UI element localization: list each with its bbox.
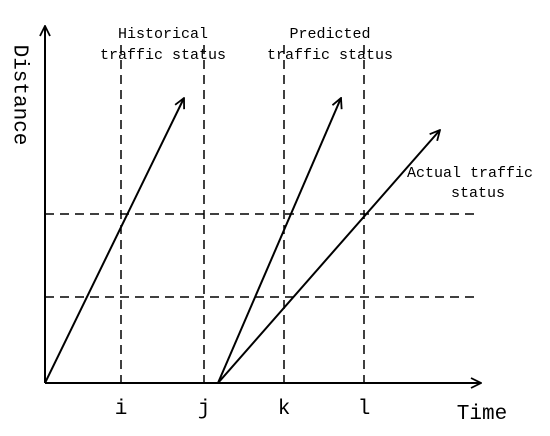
historical-arrow [44,98,184,384]
x-tick-label: l [358,398,371,421]
annotation: traffic status [267,47,393,64]
guides [45,45,475,383]
annotation: Predicted [289,26,370,43]
x-axis-label: Time [457,403,507,426]
actual-arrow [217,130,440,384]
annotation: Historical [118,26,208,43]
x-tick-label: i [115,398,128,421]
x-tick-label: j [198,398,211,421]
annotation: Actual traffic [407,165,533,182]
annotation: traffic status [100,47,226,64]
predicted-arrow [217,98,341,384]
x-tick-label: k [278,398,291,421]
y-axis-label: Distance [7,45,30,146]
annotation: status [451,185,505,202]
